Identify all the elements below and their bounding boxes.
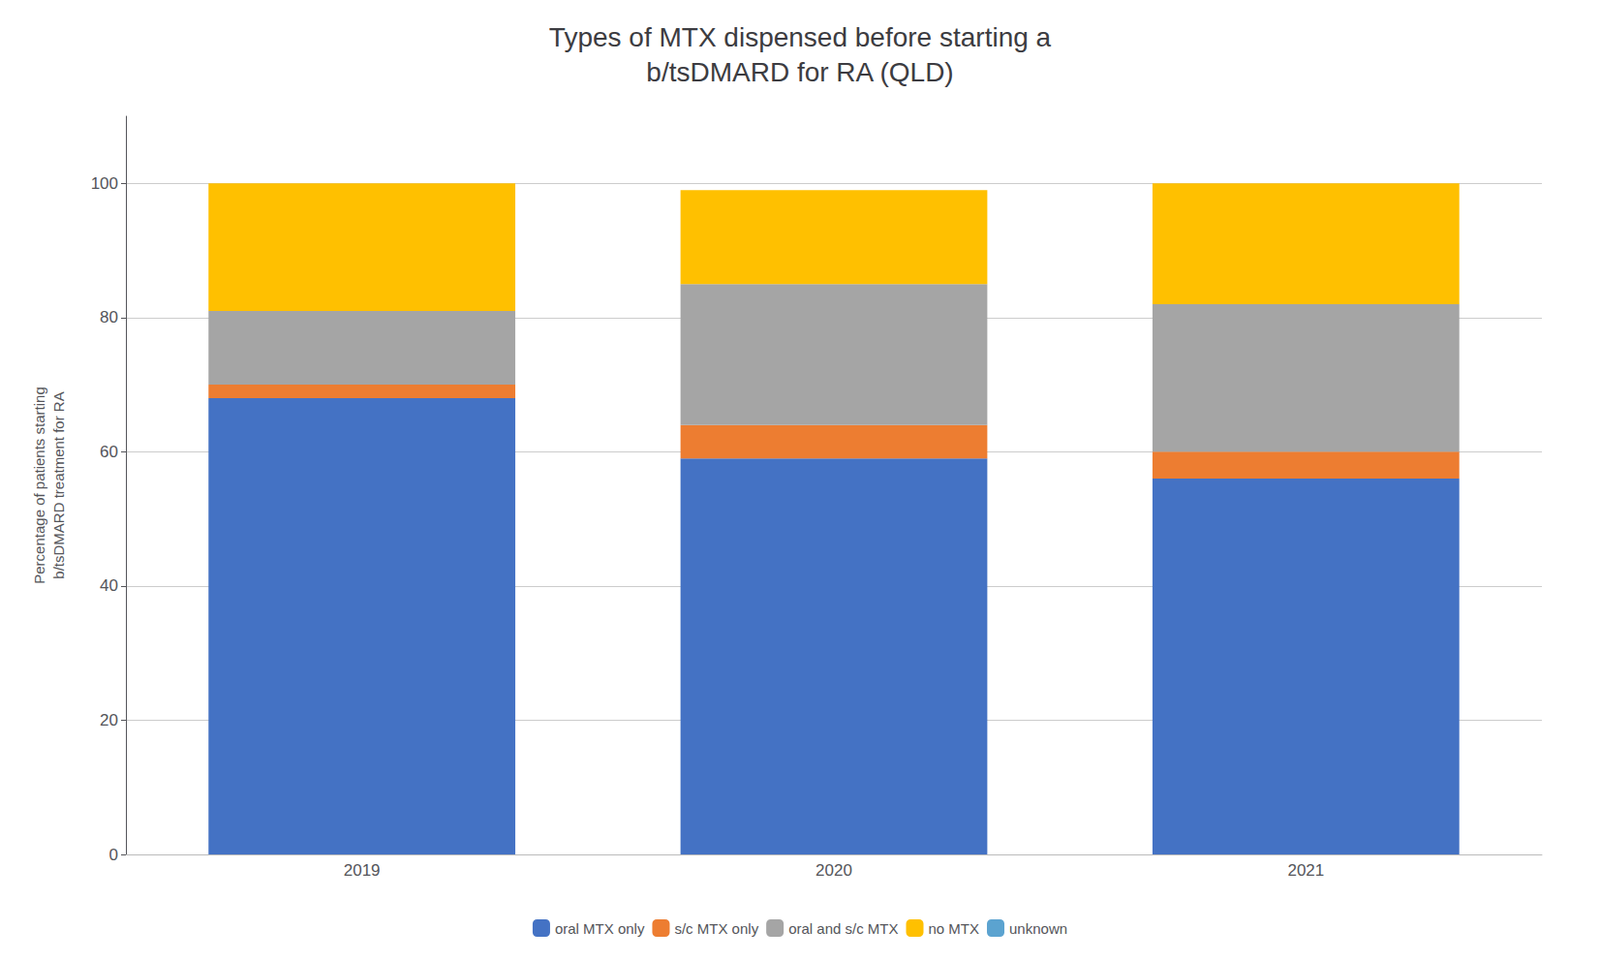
svg-text:b/tsDMARD for RA (QLD): b/tsDMARD for RA (QLD) bbox=[646, 57, 954, 88]
svg-text:oral and s/c MTX: oral and s/c MTX bbox=[788, 920, 898, 937]
svg-text:100: 100 bbox=[91, 174, 119, 193]
svg-text:oral MTX only: oral MTX only bbox=[554, 920, 646, 937]
svg-text:s/c MTX only: s/c MTX only bbox=[674, 920, 759, 937]
svg-text:80: 80 bbox=[99, 307, 119, 327]
svg-text:no MTX: no MTX bbox=[928, 920, 981, 937]
svg-text:2020: 2020 bbox=[815, 861, 853, 880]
svg-text:b/tsDMARD treatment for RA: b/tsDMARD treatment for RA bbox=[50, 391, 67, 579]
svg-text:Percentage of patients startin: Percentage of patients starting bbox=[30, 386, 48, 584]
svg-text:40: 40 bbox=[99, 576, 119, 595]
svg-text:60: 60 bbox=[99, 442, 119, 462]
svg-text:0: 0 bbox=[109, 845, 119, 864]
svg-text:2021: 2021 bbox=[1287, 861, 1324, 880]
svg-text:Types of MTX dispensed before: Types of MTX dispensed before starting a bbox=[549, 22, 1052, 53]
svg-text:unknown: unknown bbox=[1009, 920, 1068, 937]
svg-text:20: 20 bbox=[99, 710, 119, 730]
svg-text:2019: 2019 bbox=[343, 861, 381, 880]
